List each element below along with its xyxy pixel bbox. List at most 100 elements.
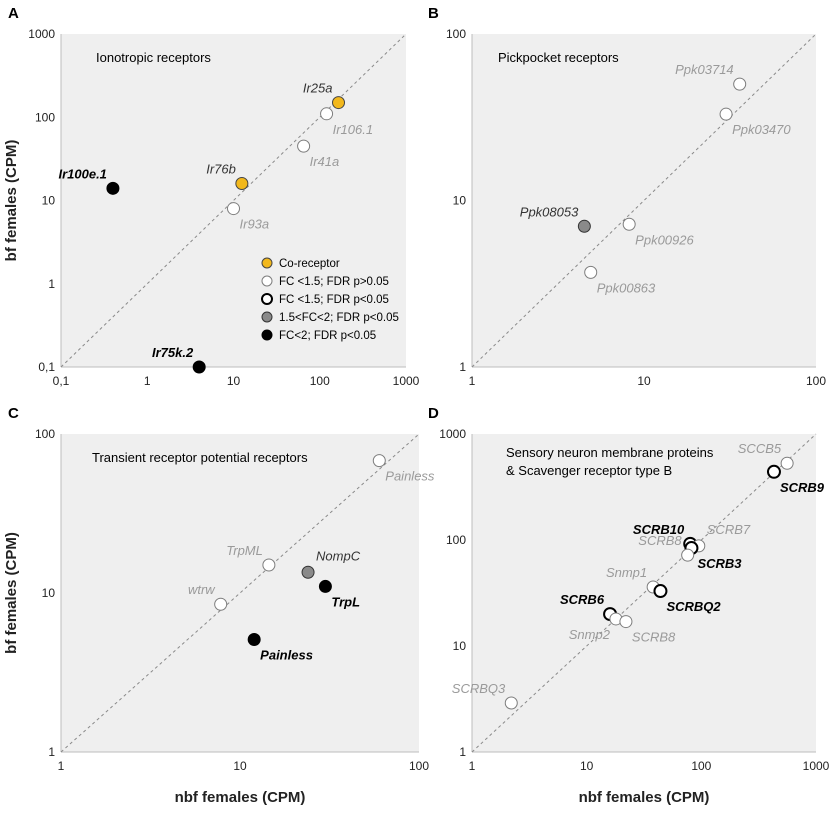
panel-title: Pickpocket receptors	[498, 50, 619, 65]
y-axis-label: bf females (CPM)	[3, 532, 20, 654]
data-label: SCCB5	[738, 441, 782, 456]
y-tick-label: 100	[446, 27, 466, 41]
panel-title: Transient receptor potential receptors	[92, 450, 308, 465]
panel-a: 0,1 1 10 100 1000 0,1 1 10 100 1000 A Ionotropic re…	[3, 5, 420, 388]
data-point	[247, 632, 261, 646]
data-point	[653, 584, 668, 599]
data-label: Ir106.1	[333, 122, 373, 137]
x-tick-label: 1000	[393, 374, 420, 388]
data-point	[318, 579, 332, 593]
x-tick-label: 100	[409, 759, 429, 773]
plot-area	[61, 434, 419, 752]
x-tick-label: 10	[637, 374, 651, 388]
data-point	[320, 107, 334, 121]
data-point	[332, 96, 346, 110]
data-label: SCRB3	[697, 556, 742, 571]
data-point	[227, 202, 240, 216]
legend-marker	[261, 329, 273, 341]
panel-c: 1 10 100 1 10 100 C Transient receptor potentia…	[3, 405, 435, 806]
data-label: Snmp2	[569, 627, 611, 642]
data-label: Painless	[260, 647, 313, 662]
data-point	[262, 558, 276, 572]
data-label: SCRB9	[780, 480, 825, 495]
data-label: Snmp1	[606, 565, 647, 580]
x-axis-label: nbf females (CPM)	[175, 789, 306, 806]
data-point	[106, 181, 120, 195]
identity-line	[60, 433, 420, 753]
data-point	[584, 265, 598, 279]
x-tick-label: 1	[469, 374, 476, 388]
data-point	[372, 454, 386, 468]
data-point	[301, 565, 315, 579]
data-label: SCRBQ2	[666, 599, 721, 614]
x-tick-label: 100	[806, 374, 826, 388]
data-label: SCRB10	[633, 522, 685, 537]
y-tick-label: 1	[48, 277, 55, 291]
x-tick-label: 1000	[803, 759, 829, 773]
x-tick-label: 1	[58, 759, 65, 773]
data-label: Ppk03470	[732, 122, 791, 137]
data-label: SCRBQ3	[452, 681, 506, 696]
y-tick-label: 10	[42, 194, 56, 208]
legend-marker	[261, 275, 273, 287]
x-tick-label: 0,1	[53, 374, 70, 388]
data-point	[622, 217, 636, 231]
data-label: Ppk00926	[635, 232, 694, 247]
data-point	[733, 77, 747, 91]
y-tick-label: 100	[446, 533, 466, 547]
y-tick-label: 1	[48, 745, 55, 759]
y-tick-label: 1000	[439, 427, 466, 441]
identity-line	[471, 433, 817, 753]
y-tick-label: 1000	[28, 27, 55, 41]
y-tick-label: 0,1	[38, 360, 55, 374]
y-tick-label: 10	[453, 639, 467, 653]
data-point	[235, 177, 249, 191]
data-label: SCRB6	[560, 592, 605, 607]
legend-marker	[261, 257, 273, 269]
data-point	[504, 696, 518, 710]
data-label: wtrw	[188, 582, 216, 597]
data-point	[192, 360, 206, 374]
legend-marker	[261, 293, 273, 305]
data-point	[619, 615, 633, 629]
x-tick-label: 1	[469, 759, 476, 773]
y-axis-label: bf females (CPM)	[3, 140, 20, 262]
legend-label: 1.5<FC<2; FDR p<0.05	[279, 312, 399, 324]
legend-label: FC <1.5; FDR p<0.05	[279, 294, 389, 306]
data-point	[719, 107, 733, 121]
data-label: Ppk00863	[597, 280, 656, 295]
legend: Co-receptor FC <1.5; FDR p>0.05 FC <1.5; F…	[261, 257, 399, 342]
data-label: TrpL	[331, 594, 360, 609]
legend-label: Co-receptor	[279, 258, 340, 270]
data-label: SCRB8	[632, 630, 676, 645]
x-tick-label: 100	[310, 374, 330, 388]
y-tick-label: 1	[459, 360, 466, 374]
x-tick-label: 1	[144, 374, 151, 388]
panel-title: Ionotropic receptors	[96, 50, 211, 65]
panel-letter: B	[428, 5, 439, 22]
data-label: SCRB7	[707, 522, 751, 537]
x-axis-label: nbf females (CPM)	[579, 789, 710, 806]
data-label: Ppk08053	[520, 204, 579, 219]
identity-line	[471, 33, 817, 368]
y-tick-label: 10	[42, 586, 56, 600]
x-tick-label: 10	[233, 759, 247, 773]
y-tick-label: 100	[35, 110, 55, 124]
data-label: TrpML	[226, 543, 263, 558]
data-label: NompC	[316, 548, 361, 563]
data-point	[214, 597, 228, 611]
data-label: Ir25a	[303, 81, 333, 96]
data-label: Ir41a	[310, 154, 340, 169]
panel-b: 1 10 100 1 10 100 B Pickpocket receptors Ppk0371…	[428, 5, 826, 388]
data-label: Ir93a	[240, 217, 270, 232]
data-point	[766, 464, 781, 479]
legend-label: FC <1.5; FDR p>0.05	[279, 276, 389, 288]
data-label: SCRB8	[638, 533, 682, 548]
legend-label: FC<2; FDR p<0.05	[279, 330, 376, 342]
panel-letter: C	[8, 405, 19, 422]
data-point	[780, 456, 794, 470]
data-point	[681, 548, 695, 562]
y-tick-label: 100	[35, 427, 55, 441]
